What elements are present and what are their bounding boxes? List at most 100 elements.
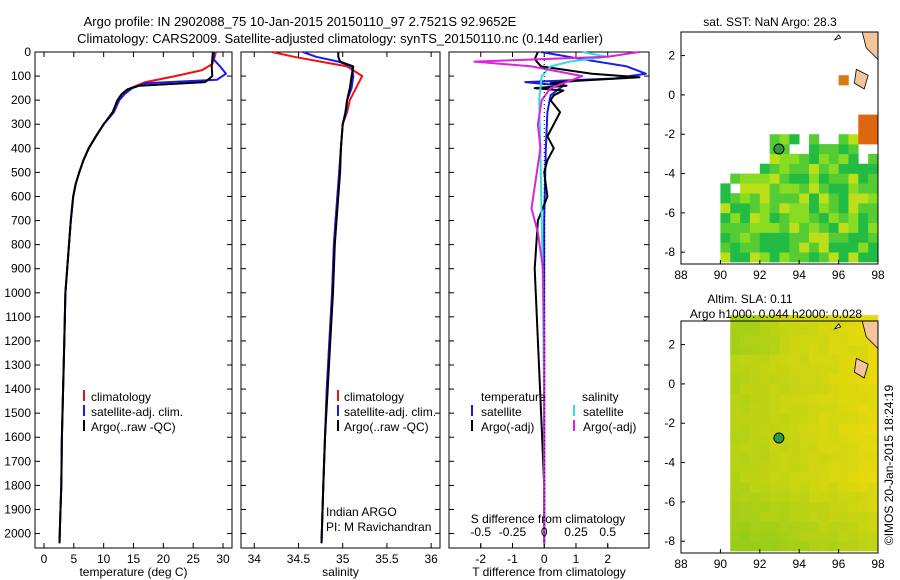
sst-heatmap-cells <box>720 75 879 263</box>
y-tick-label: -8 <box>664 245 675 259</box>
heatmap-cell <box>848 521 859 532</box>
heatmap-cell <box>789 153 800 165</box>
plot-frame <box>448 51 650 549</box>
legend-label: Argo(..raw -QC) <box>344 420 429 434</box>
y-tick-label: 300 <box>11 117 31 131</box>
x-tick-label: 20 <box>157 552 171 566</box>
heatmap-cell <box>828 364 839 375</box>
heatmap-cell <box>838 134 849 145</box>
heatmap-cell <box>809 462 820 473</box>
x-tick-label: -1 <box>507 552 518 566</box>
s-tick-label: 0.5 <box>599 525 616 539</box>
heatmap-cell <box>799 511 810 522</box>
heatmap-cell <box>809 511 820 522</box>
heatmap-cell <box>779 242 790 253</box>
heatmap-cell <box>740 501 751 513</box>
heatmap-cell <box>749 442 761 454</box>
y-tick-label: 1200 <box>4 334 31 348</box>
heatmap-cell <box>720 183 731 194</box>
x-tick-label: 98 <box>871 557 885 571</box>
heatmap-cell <box>759 452 770 463</box>
y-tick-label: 0 <box>668 88 675 102</box>
heatmap-cell <box>838 315 849 326</box>
map-frame <box>680 31 879 265</box>
heatmap-cell <box>730 344 741 355</box>
heatmap-cell <box>789 232 800 243</box>
heatmap-cell <box>828 383 839 395</box>
s-tick-label: 0 <box>541 525 548 539</box>
y-tick-label: -6 <box>664 206 675 220</box>
heatmap-cell <box>858 315 869 326</box>
heatmap-cell <box>779 222 790 233</box>
heatmap-cell <box>730 193 741 204</box>
heatmap-cell <box>858 472 869 483</box>
heatmap-cell <box>828 452 839 463</box>
y-tick-label: 1700 <box>4 454 31 468</box>
heatmap-cell <box>809 344 820 355</box>
heatmap-cell <box>730 334 741 345</box>
y-tick-label: 0 <box>24 45 31 59</box>
heatmap-cell <box>799 232 810 243</box>
y-tick-label: 200 <box>11 93 31 107</box>
heatmap-cell <box>858 403 869 414</box>
heatmap-cell <box>838 472 849 483</box>
heatmap-cell <box>769 472 780 483</box>
heatmap-cell <box>818 403 830 414</box>
x-axis-label: T difference from climatology <box>472 565 626 579</box>
heatmap-cell <box>848 462 859 473</box>
heatmap-cell <box>779 413 790 424</box>
heatmap-cell <box>848 423 859 434</box>
heatmap-cell <box>730 442 741 454</box>
heatmap-cell <box>848 134 859 145</box>
legend-label: satellite <box>583 405 624 419</box>
heatmap-cell <box>730 433 741 444</box>
heatmap-cell <box>809 531 820 542</box>
heatmap-cell <box>799 413 810 424</box>
x-tick-label: 96 <box>832 268 846 282</box>
heatmap-cell <box>868 383 879 395</box>
heatmap-cell <box>749 433 761 444</box>
heatmap-cell <box>848 492 859 503</box>
heatmap-cell <box>838 423 849 434</box>
heatmap-cell <box>868 531 879 542</box>
heatmap-cell <box>759 423 770 434</box>
heatmap-cell <box>789 354 800 365</box>
heatmap-cell <box>809 423 820 434</box>
heatmap-cell <box>749 232 761 243</box>
heatmap-cell <box>838 442 849 454</box>
heatmap-cell <box>730 531 741 542</box>
heatmap-cell <box>789 501 800 513</box>
heatmap-cell <box>740 222 751 233</box>
heatmap-cell <box>799 222 810 233</box>
heatmap-cell <box>809 153 820 165</box>
heatmap-cell <box>809 403 820 414</box>
heatmap-cell <box>799 163 810 174</box>
heatmap-cell <box>799 315 810 326</box>
sla-heatmap-cells <box>730 315 879 552</box>
heatmap-cell <box>740 472 751 483</box>
heatmap-cell <box>749 413 761 424</box>
annotation-line1: Indian ARGO <box>326 505 397 519</box>
y-tick-label: 800 <box>11 238 31 252</box>
heatmap-cell <box>769 423 780 434</box>
heatmap-cell <box>858 242 869 253</box>
heatmap-cell <box>759 222 770 233</box>
heatmap-cell <box>749 344 761 355</box>
heatmap-cell <box>838 462 849 473</box>
y-tick-label: -6 <box>664 495 675 509</box>
heatmap-cell <box>818 242 830 253</box>
heatmap-cell <box>838 144 849 155</box>
heatmap-cell <box>779 163 790 174</box>
x-tick-label: 94 <box>793 268 807 282</box>
heatmap-cell <box>730 173 741 184</box>
heatmap-cell <box>769 173 780 184</box>
heatmap-cell <box>818 183 830 194</box>
heatmap-cell <box>769 482 780 493</box>
heatmap-cell <box>799 354 810 365</box>
heatmap-cell <box>818 315 830 326</box>
heatmap-cell <box>779 531 790 542</box>
legend-label: Argo(-adj) <box>481 420 534 434</box>
heatmap-cell <box>838 383 849 395</box>
heatmap-cell <box>779 212 790 224</box>
heatmap-cell <box>848 393 859 404</box>
